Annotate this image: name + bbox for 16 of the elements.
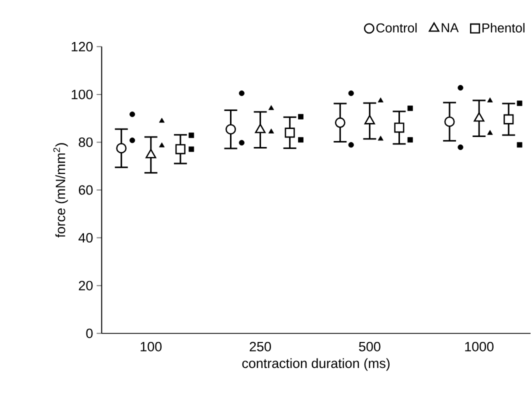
- y-tick-label: 120: [72, 42, 93, 52]
- x-axis-title: contraction duration (ms): [242, 358, 390, 371]
- x-tick-label: 1000: [465, 342, 494, 352]
- legend-label: Control: [376, 23, 417, 33]
- y-axis-title: force (mN/mm$^{2}$): [53, 143, 68, 238]
- y-tick-label: 0: [86, 328, 93, 338]
- y-tick-label: 80: [78, 138, 93, 148]
- x-tick-label: 500: [359, 342, 380, 352]
- y-tick-label: 20: [78, 280, 93, 290]
- x-tick-label: 250: [250, 342, 271, 352]
- y-tick-label: 60: [78, 185, 93, 195]
- y-tick-label: 100: [72, 90, 93, 100]
- legend-label: Phentol: [482, 23, 524, 33]
- legend-label: NA: [442, 23, 459, 32]
- y-tick-label: 40: [78, 233, 93, 243]
- x-tick-label: 100: [140, 342, 162, 352]
